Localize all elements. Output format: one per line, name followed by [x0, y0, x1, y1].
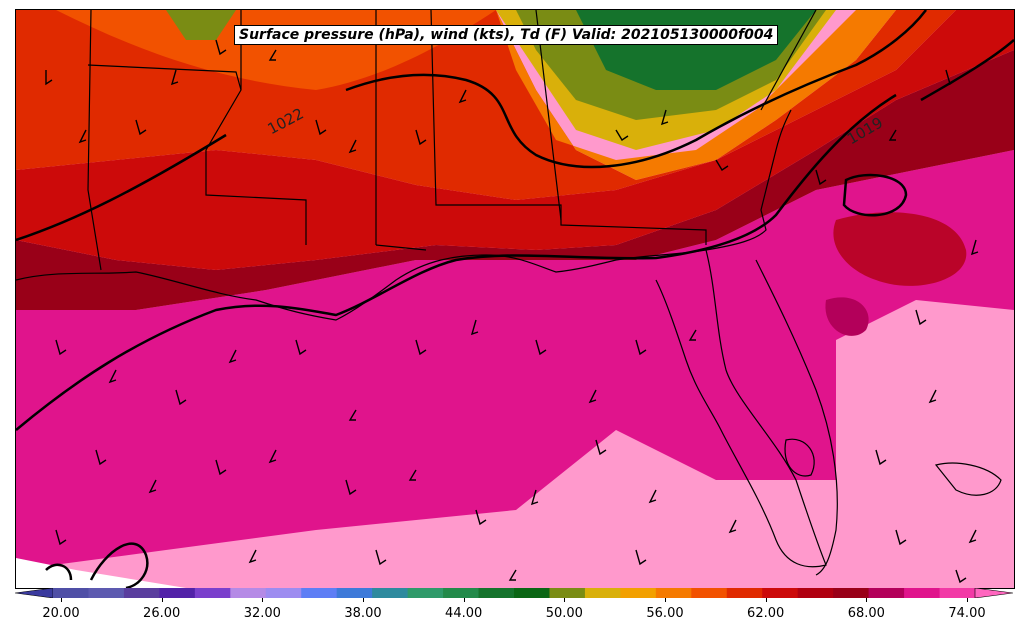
colorbar-segment — [301, 588, 338, 598]
colorbar-segment — [123, 588, 160, 598]
colorbar-tick-mark — [463, 598, 465, 602]
colorbar-tick-label: 62.00 — [747, 606, 785, 621]
colorbar-tick-label: 32.00 — [243, 606, 281, 621]
colorbar-tick-label: 74.00 — [948, 606, 986, 621]
colorbar-segment — [514, 588, 550, 598]
colorbar-segment — [797, 588, 834, 598]
colorbar-tick-mark — [564, 598, 566, 602]
colorbar-tick-mark — [866, 598, 868, 602]
colorbar-segment — [230, 588, 267, 598]
colorbar-extend-max — [974, 588, 1013, 598]
colorbar-segment — [726, 588, 763, 598]
colorbar — [15, 588, 1013, 598]
colorbar-segment — [868, 588, 905, 598]
colorbar-segment — [443, 588, 480, 598]
colorbar-segment — [833, 588, 870, 598]
colorbar-segment — [655, 588, 692, 598]
colorbar-segment — [584, 588, 621, 598]
colorbar-segment — [691, 588, 728, 598]
colorbar-tick-mark — [161, 598, 163, 602]
colorbar-segment — [159, 588, 196, 598]
colorbar-segment — [88, 588, 125, 598]
colorbar-tick-label: 50.00 — [545, 606, 583, 621]
map-panel: 1022 1019 Surface pressure (hPa), wind (… — [15, 9, 1015, 589]
colorbar-tick-label: 20.00 — [42, 606, 80, 621]
colorbar-tick-label: 68.00 — [847, 606, 885, 621]
colorbar-tick-label: 44.00 — [445, 606, 483, 621]
colorbar-segment — [336, 588, 373, 598]
colorbar-segment — [407, 588, 444, 598]
wind-barbs — [45, 39, 979, 584]
colorbar-segment — [904, 588, 941, 598]
colorbar-segment — [549, 588, 586, 598]
colorbar-tick-mark — [262, 598, 264, 602]
colorbar-tick-mark — [363, 598, 364, 602]
colorbar-tick-mark — [765, 598, 767, 602]
map-title: Surface pressure (hPa), wind (kts), Td (… — [234, 25, 779, 45]
colorbar-segment — [762, 588, 799, 598]
colorbar-segment — [265, 588, 302, 598]
colorbar-tick-label: 26.00 — [143, 606, 181, 621]
colorbar-tick-mark — [61, 598, 62, 602]
colorbar-tick-label: 56.00 — [646, 606, 684, 621]
colorbar-segment — [194, 588, 231, 598]
colorbar-segment — [53, 588, 89, 598]
colorbar-segment — [372, 588, 409, 598]
colorbar-segment — [478, 588, 515, 598]
dewpoint-map: 1022 1019 — [16, 10, 1014, 588]
colorbar-tick-mark — [967, 598, 968, 602]
colorbar-extend-min — [15, 588, 54, 598]
colorbar-segment — [939, 588, 976, 598]
colorbar-tick-label: 38.00 — [344, 606, 382, 621]
colorbar-segment — [620, 588, 657, 598]
colorbar-tick-mark — [665, 598, 666, 602]
